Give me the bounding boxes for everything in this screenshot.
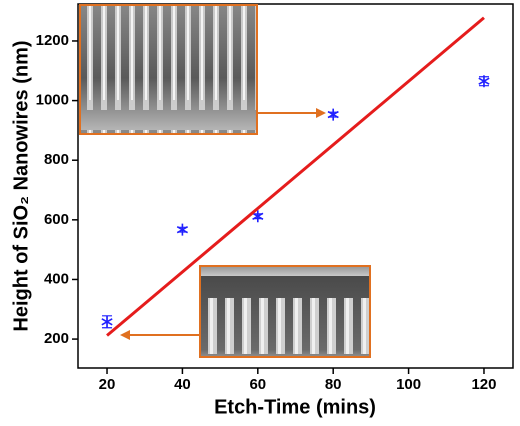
y-tick-label: 200 xyxy=(44,330,69,347)
inset-image xyxy=(199,265,371,358)
inset-image xyxy=(79,4,258,135)
y-axis-label: Height of SiO₂ Nanowires (nm) xyxy=(10,40,32,331)
pointer-arrow xyxy=(120,108,326,340)
y-tick-label: 1200 xyxy=(36,32,69,49)
y-tick-label: 1000 xyxy=(36,92,69,109)
fit-line xyxy=(106,16,485,337)
data-point xyxy=(101,315,113,328)
data-point xyxy=(327,108,339,121)
y-tick-label: 600 xyxy=(44,211,69,228)
x-tick-label: 20 xyxy=(99,376,116,393)
y-tick-label: 400 xyxy=(44,270,69,287)
plot: 20 40 60 80 100 120 200 400 600 800 1000 1200 xyxy=(36,16,496,393)
data-point xyxy=(176,223,189,236)
data-point xyxy=(478,75,490,88)
x-tick-label: 120 xyxy=(471,376,496,393)
x-tick-label: 100 xyxy=(396,376,421,393)
y-tick-label: 800 xyxy=(44,151,69,168)
x-tick-label: 40 xyxy=(174,376,191,393)
x-tick-label: 60 xyxy=(249,376,266,393)
x-tick-label: 80 xyxy=(325,376,342,393)
x-axis-label: Etch-Time (mins) xyxy=(214,396,376,418)
plot-frame xyxy=(77,3,514,369)
data-point xyxy=(252,210,264,223)
